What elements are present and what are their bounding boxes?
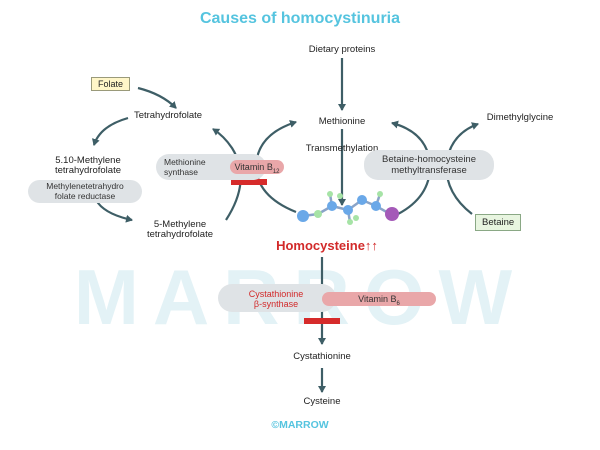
arrow-thf-to-methylene-thf [91,116,129,146]
homocysteine-molecule-icon [297,191,399,225]
label-methionine: Methionine [318,116,366,127]
label-transmethylation: Transmethylation [305,143,379,154]
cofactor-vitamin-b6: Vitamin B6 [322,292,436,307]
enzyme-cbs-background [218,284,336,312]
label-methylene-thf-line1: 5.10-Methylene [55,155,121,166]
block-cbs [304,318,340,324]
enzyme-cbs-line2: β-synthase [253,299,299,309]
enzyme-bhmt-line1: Betaine-homocysteine [382,154,476,165]
block-methionine-synthase [231,179,267,185]
label-tetrahydrofolate: Tetrahydrofolate [133,110,203,121]
enzyme-cbs-line1: Cystathionine [248,289,304,299]
label-cysteine: Cysteine [303,396,341,407]
cofactor-vitamin-b12: Vitamin B12 [230,160,284,175]
enzyme-bhmt: Betaine-homocysteine methyltransferase [364,150,494,180]
enzyme-mthfr-line1: Methylenetetrahydro [46,181,124,191]
enzyme-cbs: Cystathionine β-synthase [220,289,332,309]
cofactor-vitamin-b6-label: Vitamin B [358,294,397,304]
enzyme-mthfr: Methylenetetrahydro folate reductase [28,180,142,203]
label-dietary-proteins: Dietary proteins [308,44,376,55]
cofactor-vitamin-b6-sub: 6 [396,300,400,307]
box-betaine: Betaine [475,214,522,231]
label-methylene-thf-line2: tetrahydrofolate [54,165,121,176]
enzyme-methionine-synthase-line2: synthase [164,167,199,177]
enzyme-mthfr-line2: folate reductase [54,191,116,201]
cofactor-vitamin-b12-label: Vitamin B [234,162,273,172]
box-folate: Folate [91,77,131,91]
label-methyl-thf-line2: tetrahydrofolate [146,229,213,240]
copyright: ©MARROW [271,419,329,431]
arrow-methyl-thf-to-thf [212,128,242,221]
label-homocysteine: Homocysteine↑↑ [276,238,378,253]
arrow-mthfr-to-methyl-thf [95,199,133,223]
enzyme-bhmt-line2: methyltransferase [391,165,467,176]
page-title: Causes of homocystinuria [199,10,401,27]
enzyme-methionine-synthase-line1: Methionine [164,157,206,167]
label-cystathionine: Cystathionine [293,351,351,362]
label-dimethylglycine: Dimethylglycine [486,112,554,123]
label-methyl-thf-line1: 5-Methylene [153,219,207,230]
cofactor-vitamin-b12-sub: 12 [272,168,280,175]
arrow-folate-to-thf [137,86,177,109]
